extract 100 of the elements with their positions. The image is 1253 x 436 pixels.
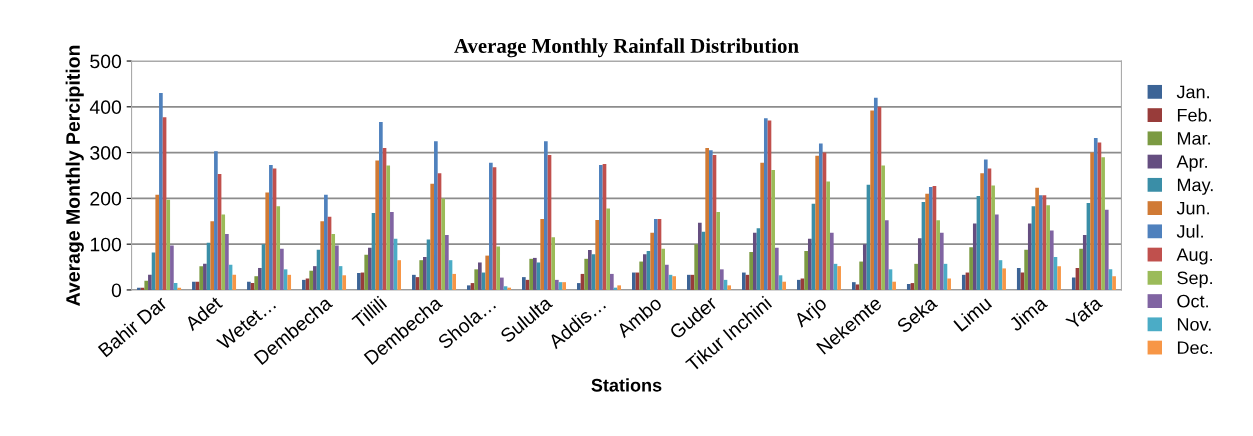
bar bbox=[1046, 205, 1050, 290]
bar bbox=[247, 281, 251, 290]
bar bbox=[906, 283, 911, 290]
bar bbox=[752, 232, 757, 290]
bar bbox=[654, 218, 658, 290]
bar bbox=[588, 250, 592, 290]
bar bbox=[650, 232, 654, 290]
legend-label: Mar. bbox=[1177, 132, 1210, 145]
bar bbox=[991, 185, 995, 290]
bar bbox=[1002, 268, 1006, 290]
bar bbox=[232, 274, 237, 290]
bar bbox=[639, 261, 643, 290]
bar bbox=[1090, 152, 1094, 290]
bar bbox=[562, 282, 567, 290]
bar bbox=[386, 165, 391, 290]
bar bbox=[434, 141, 438, 290]
bar bbox=[716, 212, 720, 290]
bar bbox=[1071, 277, 1076, 290]
x-tick-label: Jima bbox=[1007, 294, 1049, 332]
bar bbox=[763, 118, 768, 290]
bar bbox=[258, 267, 262, 290]
bar bbox=[727, 285, 731, 290]
bar bbox=[643, 254, 647, 290]
bar bbox=[672, 276, 676, 290]
bar bbox=[269, 164, 273, 290]
bar bbox=[225, 234, 229, 290]
bar bbox=[221, 214, 226, 290]
bar bbox=[892, 281, 896, 290]
x-tick-label: Yafa bbox=[1064, 294, 1104, 331]
y-tick-label: 300 bbox=[90, 146, 122, 160]
bar bbox=[214, 151, 218, 290]
bar bbox=[961, 274, 966, 290]
bar bbox=[155, 194, 160, 290]
bar bbox=[478, 262, 482, 290]
y-tick-label: 100 bbox=[90, 237, 122, 252]
bar bbox=[851, 282, 856, 290]
bar bbox=[276, 206, 281, 290]
bar bbox=[423, 256, 427, 290]
bar bbox=[503, 286, 508, 290]
bar bbox=[419, 260, 424, 290]
bar bbox=[159, 93, 163, 290]
bar bbox=[939, 232, 944, 290]
bar bbox=[199, 266, 204, 290]
bar bbox=[771, 170, 775, 290]
legend-label: Sep. bbox=[1177, 271, 1212, 288]
bar bbox=[664, 264, 669, 290]
bar bbox=[210, 221, 215, 290]
bar bbox=[280, 248, 284, 290]
bar bbox=[364, 254, 369, 290]
bar bbox=[137, 287, 141, 290]
bar bbox=[335, 245, 339, 290]
bar bbox=[1057, 266, 1061, 290]
bar bbox=[1035, 187, 1039, 290]
bar bbox=[972, 223, 977, 290]
bar bbox=[1101, 157, 1105, 290]
legend-label: Dec. bbox=[1177, 341, 1212, 355]
bar bbox=[342, 275, 347, 290]
legend-label: Apr. bbox=[1176, 155, 1207, 172]
bar bbox=[610, 273, 614, 290]
bar bbox=[947, 278, 951, 290]
bar bbox=[881, 165, 885, 290]
bar bbox=[412, 274, 416, 290]
bar bbox=[467, 285, 471, 290]
bar bbox=[309, 270, 314, 290]
bar bbox=[818, 143, 823, 290]
bar bbox=[1049, 230, 1054, 290]
bar bbox=[928, 186, 933, 290]
bar bbox=[741, 272, 746, 290]
bar bbox=[1038, 195, 1043, 290]
bar bbox=[584, 258, 589, 290]
legend-label: Oct. bbox=[1177, 294, 1208, 308]
bar bbox=[170, 245, 174, 290]
bar bbox=[397, 260, 402, 290]
x-tick-label: Seka bbox=[895, 294, 939, 334]
bar bbox=[855, 284, 860, 290]
bar bbox=[815, 155, 819, 290]
bar bbox=[870, 110, 874, 290]
bar bbox=[1082, 235, 1087, 290]
bar bbox=[529, 258, 534, 290]
bar bbox=[760, 162, 764, 290]
bar bbox=[148, 274, 152, 290]
bar bbox=[1112, 276, 1116, 290]
bar bbox=[1104, 209, 1109, 290]
bar bbox=[500, 277, 504, 290]
chart-title: Average Monthly Rainfall Distribution bbox=[454, 38, 799, 58]
bar bbox=[686, 274, 691, 290]
bar bbox=[441, 198, 446, 290]
bar bbox=[1093, 137, 1098, 290]
bar bbox=[862, 244, 867, 290]
bar bbox=[177, 287, 182, 290]
bar bbox=[925, 193, 929, 290]
legend-label: May. bbox=[1177, 178, 1213, 195]
bar bbox=[430, 183, 435, 290]
bar bbox=[320, 221, 325, 290]
bar bbox=[287, 274, 292, 290]
bar bbox=[445, 235, 449, 290]
bar bbox=[192, 281, 196, 290]
bar bbox=[859, 261, 863, 290]
legend-label: Nov. bbox=[1177, 318, 1211, 331]
bar bbox=[166, 199, 171, 290]
